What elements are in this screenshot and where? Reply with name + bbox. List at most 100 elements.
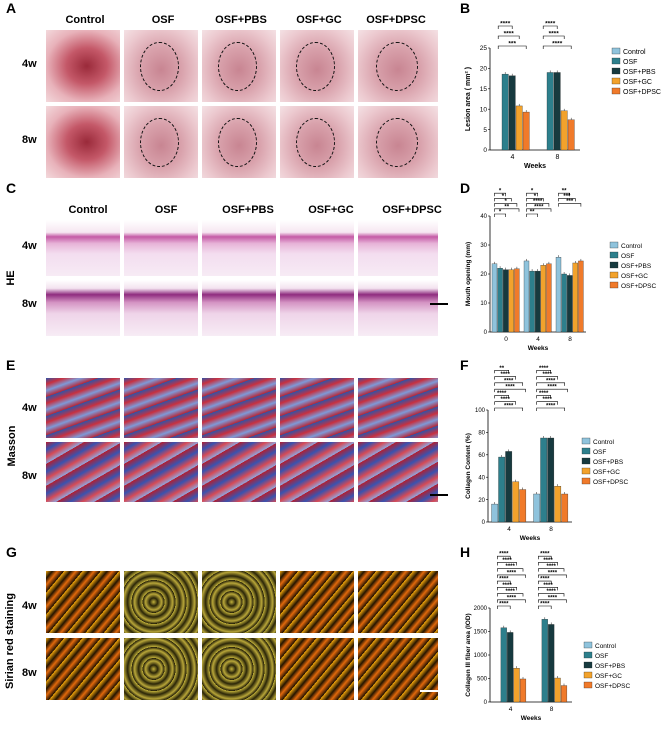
significance-bracket — [497, 568, 524, 572]
legend-swatch — [609, 281, 619, 289]
significance-bracket — [497, 555, 511, 560]
photos-c-image-0-1 — [124, 220, 198, 276]
significance-label: **** — [547, 589, 557, 595]
significance-bracket — [497, 587, 517, 591]
significance-bracket — [538, 593, 565, 597]
bar — [512, 481, 520, 523]
bar — [523, 260, 530, 333]
significance-bracket — [542, 25, 558, 29]
bar — [519, 489, 527, 523]
photos-g-image-0-4 — [358, 571, 438, 633]
bar — [546, 72, 554, 151]
bar — [567, 275, 573, 333]
significance-bracket — [497, 562, 517, 566]
y-tick-label: 0 — [483, 147, 487, 154]
lesion-circle-outline — [218, 117, 258, 168]
legend-swatch — [583, 641, 593, 649]
col-label-osf: OSF — [151, 14, 175, 26]
bar — [522, 111, 530, 151]
col-label-osf-gc: OSF+GC — [296, 14, 342, 26]
y-tick-label: 2000 — [474, 606, 488, 612]
lesion-circle-outline — [296, 117, 336, 168]
photos-e-image-1-4 — [358, 442, 438, 502]
bar — [561, 493, 569, 523]
photos-a-image-0-4 — [358, 30, 438, 102]
y-tick-label: 30 — [480, 243, 487, 249]
panel-label-h: H — [460, 544, 471, 560]
x-tick-label: 8 — [549, 526, 553, 533]
x-tick-label: 8 — [556, 154, 560, 161]
legend-label: OSF+PBS — [595, 663, 626, 670]
significance-bracket — [494, 407, 523, 411]
significance-bracket — [497, 605, 511, 609]
photos-a-image-1-0 — [46, 106, 120, 178]
bar — [515, 105, 523, 151]
bar — [505, 451, 513, 523]
photos-a-image-0-3 — [280, 30, 354, 102]
row-label-4w-a: 4w — [22, 58, 37, 70]
significance-label: **** — [548, 595, 558, 601]
bar — [503, 269, 509, 333]
significance-label: **** — [540, 602, 550, 608]
significance-label: **** — [504, 404, 514, 410]
photos-a-image-0-1 — [124, 30, 198, 102]
lesion-circle-outline — [296, 41, 336, 92]
legend-label: OSF+DPSC — [593, 479, 629, 486]
col-label-osf-c: OSF — [154, 204, 178, 216]
significance-bracket — [497, 574, 526, 578]
scale-bar — [430, 494, 448, 496]
photos-a-image-1-2 — [202, 106, 276, 178]
significance-bracket — [494, 208, 520, 212]
legend-swatch — [609, 271, 619, 279]
legend-swatch — [581, 447, 591, 455]
significance-bracket — [538, 562, 558, 566]
panel-label-d: D — [460, 180, 471, 196]
bar — [507, 632, 514, 703]
stain-label-masson: Masson — [6, 425, 18, 467]
x-axis-label: Weeks — [528, 345, 549, 352]
row-label-8w-a: 8w — [22, 134, 37, 146]
significance-bracket — [494, 192, 506, 197]
significance-bracket — [497, 593, 524, 597]
significance-label: **** — [546, 378, 556, 384]
bar — [553, 72, 561, 151]
significance-label: **** — [499, 552, 509, 558]
significance-label: **** — [506, 589, 516, 595]
lesion-circle-outline — [375, 117, 418, 168]
col-label-control-c: Control — [68, 204, 108, 216]
significance-label: **** — [504, 378, 514, 384]
bar — [554, 677, 561, 703]
significance-bracket — [536, 388, 568, 393]
y-tick-label: 80 — [478, 431, 485, 437]
bar — [533, 493, 541, 523]
significance-label: **** — [499, 602, 509, 608]
legend-label: OSF+PBS — [621, 263, 652, 270]
legend-swatch — [609, 241, 619, 249]
significance-bracket — [494, 198, 512, 202]
y-tick-label: 500 — [477, 677, 488, 683]
significance-bracket — [494, 376, 516, 380]
significance-bracket — [494, 401, 516, 405]
photos-a-image-1-1 — [124, 106, 198, 178]
significance-label: **** — [507, 570, 517, 576]
photos-g-image-1-4 — [358, 638, 438, 700]
significance-label: ** — [499, 366, 504, 372]
stain-label-sirius: Sirian red staining — [4, 593, 16, 689]
photos-c-image-1-2 — [202, 280, 276, 336]
legend-label: OSF+DPSC — [595, 683, 631, 690]
legend-swatch — [611, 47, 621, 55]
photos-g-image-1-1 — [124, 638, 198, 700]
row-label-4w-e: 4w — [22, 402, 37, 414]
x-tick-label: 0 — [504, 336, 508, 343]
x-axis-label: Weeks — [521, 715, 542, 722]
significance-bracket — [497, 599, 526, 603]
photos-g-image-0-1 — [124, 571, 198, 633]
significance-bracket — [558, 198, 576, 202]
photos-a-image-1-3 — [280, 106, 354, 178]
y-axis-label: Collagen III fiber area (IOD) — [465, 613, 472, 696]
bar — [546, 263, 552, 333]
legend-swatch — [611, 67, 621, 75]
significance-label: ** — [504, 204, 509, 210]
significance-label: **** — [501, 397, 511, 403]
